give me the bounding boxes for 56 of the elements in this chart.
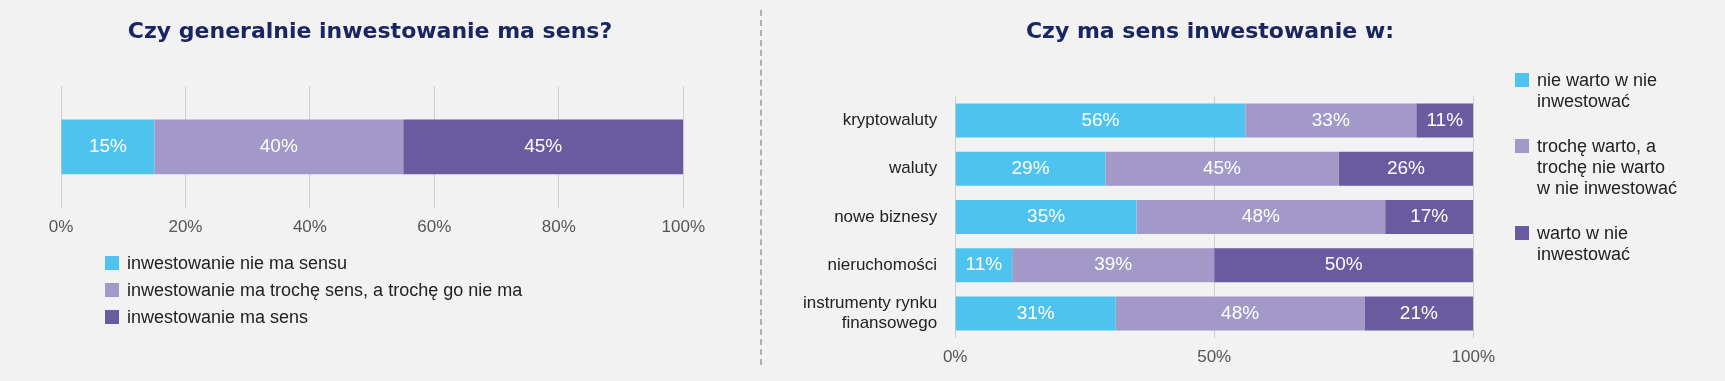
data-label: 26% — [1386, 156, 1426, 178]
x-tick-label: 100% — [661, 217, 705, 237]
data-label: 56% — [1081, 108, 1120, 130]
y-tick-label: waluty — [887, 158, 938, 178]
bar — [1338, 151, 1474, 186]
chart-title: Czy ma sens inwestowanie w: — [1024, 18, 1396, 43]
legend-label: inwestowanie ma sens — [127, 307, 309, 328]
y-tick-label: kryptowaluty — [842, 110, 938, 130]
bar — [955, 151, 1106, 186]
bar — [955, 103, 1246, 138]
data-label: 48% — [1221, 301, 1260, 323]
x-tick-label: 80% — [541, 217, 576, 237]
x-tick-label: 0% — [48, 217, 74, 237]
data-label: 29% — [1011, 156, 1050, 178]
data-label: 35% — [1027, 205, 1066, 227]
data-label: 45% — [524, 135, 563, 157]
bar — [154, 119, 404, 175]
data-label: 31% — [1016, 301, 1055, 323]
x-tick-label: 40% — [292, 217, 327, 237]
bar — [61, 119, 155, 175]
data-label: 45% — [1202, 156, 1242, 178]
chart-title: Czy generalnie inwestowanie ma sens? — [126, 18, 614, 43]
bar — [1385, 200, 1474, 234]
x-tick-label: 20% — [168, 217, 203, 237]
data-label: 39% — [1094, 253, 1133, 275]
bar — [1136, 200, 1386, 234]
legend-label: inwestowanie ma trochę sens, a trochę go nie ma — [127, 280, 523, 301]
x-tick-label: 60% — [417, 217, 452, 237]
x-tick-label: 100% — [1451, 347, 1495, 367]
legend-label: warto w nie inwestować — [1537, 223, 1632, 265]
data-label: 33% — [1311, 108, 1350, 130]
bar — [1105, 151, 1339, 186]
bar — [1012, 248, 1215, 283]
legend-label: trochę warto, a trochę nie warto w nie inwestować — [1537, 136, 1679, 199]
bar — [1364, 296, 1474, 331]
data-label: 15% — [88, 135, 128, 157]
data-label: 17% — [1410, 205, 1449, 227]
bar — [955, 200, 1137, 234]
bar — [1214, 248, 1474, 283]
data-label: 21% — [1399, 301, 1438, 323]
legend-label: inwestowanie nie ma sensu — [127, 253, 348, 274]
legend-label: nie warto w nie inwestować — [1537, 70, 1659, 112]
bar — [403, 119, 684, 175]
bar — [955, 296, 1116, 331]
data-label: 11% — [1426, 108, 1464, 130]
data-label: 50% — [1324, 253, 1363, 275]
y-tick-label: nowe biznesy — [834, 206, 938, 226]
x-tick-label: 0% — [942, 347, 968, 367]
y-tick-label: instrumenty rynku finansowego — [802, 292, 938, 333]
y-tick-label: nieruchomości — [827, 254, 938, 274]
x-tick-label: 50% — [1197, 347, 1232, 367]
data-label: 11% — [965, 253, 1003, 275]
data-label: 40% — [259, 135, 298, 157]
data-label: 48% — [1241, 205, 1280, 227]
bar — [1245, 103, 1417, 138]
bar — [1115, 296, 1365, 331]
